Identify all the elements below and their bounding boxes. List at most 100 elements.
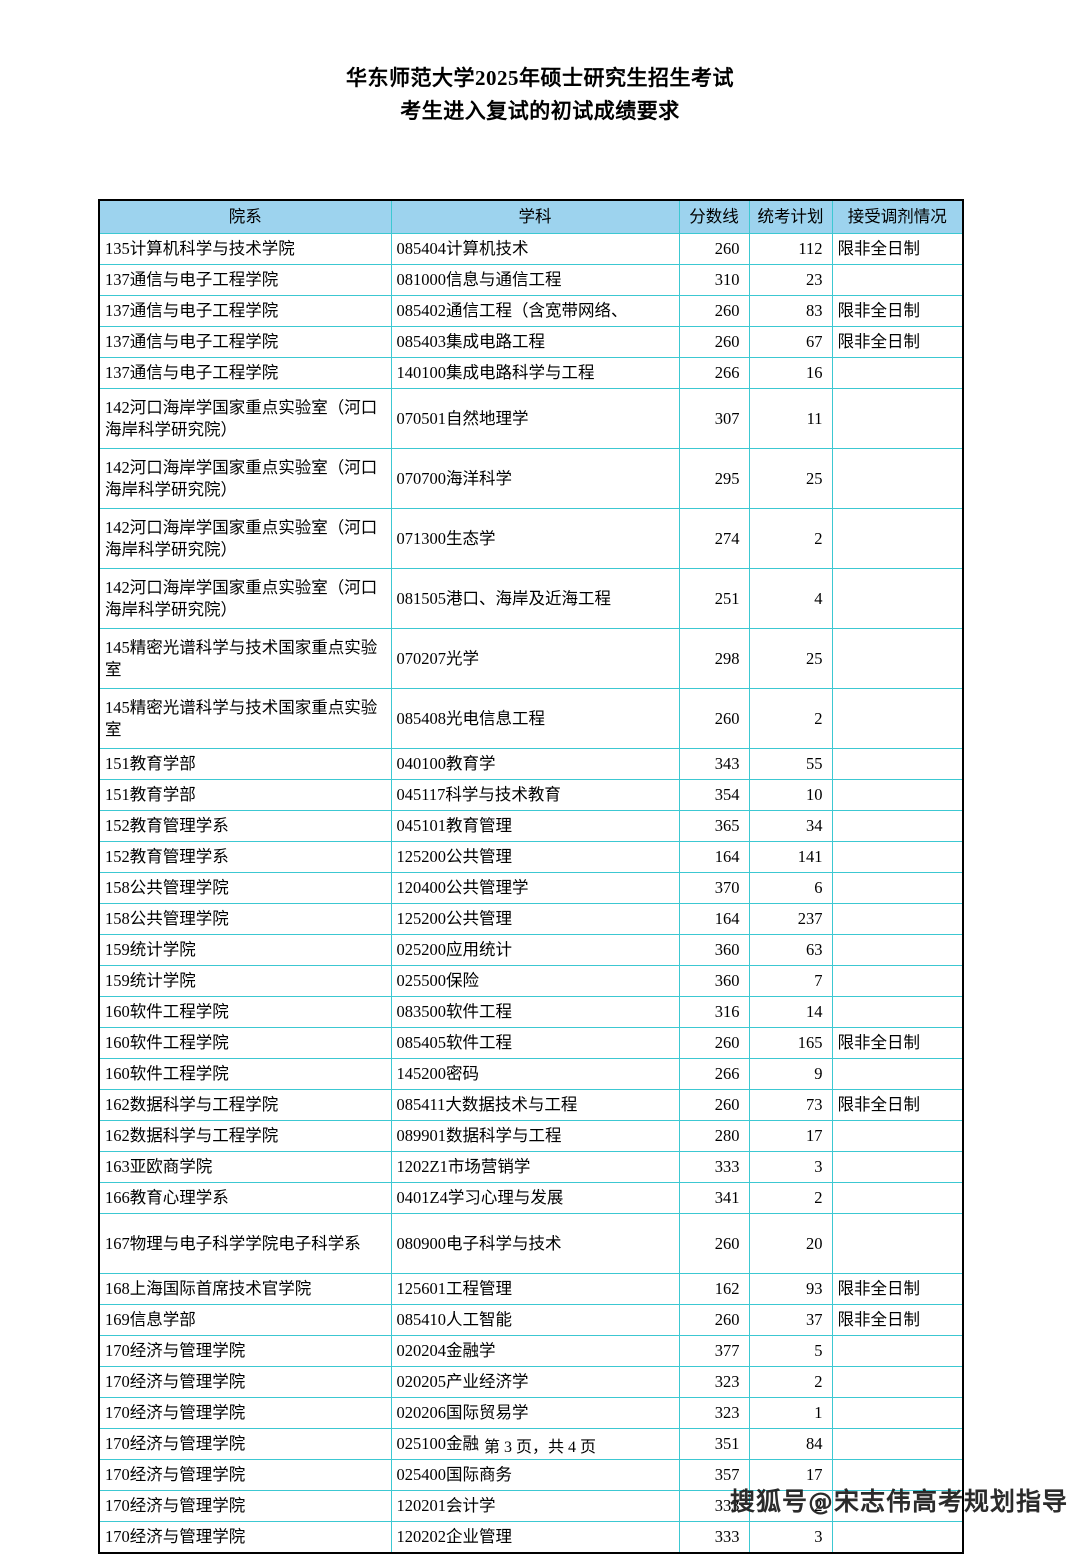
cell-score-line: 260 — [678, 326, 750, 358]
title-line-2: 考生进入复试的初试成绩要求 — [400, 98, 680, 123]
cell-score-line: 354 — [678, 779, 750, 811]
cell-major: 085405软件工程 — [390, 1027, 680, 1059]
cell-department: 142河口海岸学国家重点实验室（河口海岸科学研究院） — [98, 388, 392, 449]
cell-major: 025200应用统计 — [390, 934, 680, 966]
cell-exam-plan: 2 — [748, 1366, 833, 1398]
cell-exam-plan: 67 — [748, 326, 833, 358]
cell-exam-plan: 7 — [748, 965, 833, 997]
cell-major: 085411大数据技术与工程 — [390, 1089, 680, 1121]
cell-department: 145精密光谱科学与技术国家重点实验室 — [98, 628, 392, 689]
cell-exam-plan: 84 — [748, 1428, 833, 1460]
cell-exam-plan: 1 — [748, 1397, 833, 1429]
cell-adjustment — [831, 508, 964, 569]
cell-major: 089901数据科学与工程 — [390, 1120, 680, 1152]
table-row: 163亚欧商学院 1202Z1市场营销学 333 3 — [98, 1151, 964, 1183]
cell-department: 169信息学部 — [98, 1304, 392, 1336]
cell-department: 152教育管理学系 — [98, 810, 392, 842]
cell-exam-plan: 3 — [748, 1151, 833, 1183]
cell-department: 168上海国际首席技术官学院 — [98, 1273, 392, 1305]
document-title: 华东师范大学2025年硕士研究生招生考试 考生进入复试的初试成绩要求 — [0, 0, 1080, 127]
watermark-text: 搜狐号@宋志伟高考规划指导 — [729, 1487, 1068, 1516]
cell-department: 137通信与电子工程学院 — [98, 357, 392, 389]
table-row: 137通信与电子工程学院 140100集成电路科学与工程 266 16 — [98, 357, 964, 389]
cell-score-line: 310 — [678, 264, 750, 296]
table-row: 152教育管理学系 045101教育管理 365 34 — [98, 810, 964, 842]
cell-department: 142河口海岸学国家重点实验室（河口海岸科学研究院） — [98, 568, 392, 629]
cell-exam-plan: 2 — [748, 1182, 833, 1214]
cell-adjustment: 限非全日制 — [831, 326, 964, 358]
cell-major: 080900电子科学与技术 — [390, 1213, 680, 1274]
cell-department: 167物理与电子科学学院电子科学系 — [98, 1213, 392, 1274]
cell-exam-plan: 63 — [748, 934, 833, 966]
cell-major: 070700海洋科学 — [390, 448, 680, 509]
cell-adjustment: 限非全日制 — [831, 1027, 964, 1059]
table-body: 135计算机科学与技术学院 085404计算机技术 260 112 限非全日制 137通信… — [98, 233, 964, 1554]
table-row: 160软件工程学院 083500软件工程 316 14 — [98, 996, 964, 1028]
cell-exam-plan: 2 — [748, 508, 833, 569]
cell-adjustment: 限非全日制 — [831, 1304, 964, 1336]
table-row: 137通信与电子工程学院 085403集成电路工程 260 67 限非全日制 — [98, 326, 964, 358]
table-row: 137通信与电子工程学院 085402通信工程（含宽带网络、 260 83 限非全日制 — [98, 295, 964, 327]
cell-adjustment — [831, 1459, 964, 1491]
cell-major: 081505港口、海岸及近海工程 — [390, 568, 680, 629]
cell-score-line: 251 — [678, 568, 750, 629]
cell-exam-plan: 17 — [748, 1120, 833, 1152]
cell-exam-plan: 20 — [748, 1213, 833, 1274]
cell-score-line: 323 — [678, 1366, 750, 1398]
cell-major: 120202企业管理 — [390, 1521, 680, 1554]
cell-major: 120400公共管理学 — [390, 872, 680, 904]
cell-adjustment — [831, 1521, 964, 1554]
column-header-dept: 院系 — [98, 199, 392, 234]
page-number-footer: 第 3 页，共 4 页 — [483, 1439, 596, 1456]
table-row: 168上海国际首席技术官学院 125601工程管理 162 93 限非全日制 — [98, 1273, 964, 1305]
cell-department: 170经济与管理学院 — [98, 1490, 392, 1522]
cell-department: 142河口海岸学国家重点实验室（河口海岸科学研究院） — [98, 448, 392, 509]
cell-department: 151教育学部 — [98, 779, 392, 811]
table-row: 151教育学部 045117科学与技术教育 354 10 — [98, 779, 964, 811]
cell-department: 170经济与管理学院 — [98, 1335, 392, 1367]
cell-exam-plan: 25 — [748, 628, 833, 689]
cell-score-line: 260 — [678, 233, 750, 265]
cell-department: 159统计学院 — [98, 965, 392, 997]
cell-major: 125200公共管理 — [390, 841, 680, 873]
cell-score-line: 266 — [678, 1058, 750, 1090]
cell-major: 125601工程管理 — [390, 1273, 680, 1305]
cell-major: 085404计算机技术 — [390, 233, 680, 265]
cell-major: 071300生态学 — [390, 508, 680, 569]
cell-department: 145精密光谱科学与技术国家重点实验室 — [98, 688, 392, 749]
cell-score-line: 260 — [678, 1027, 750, 1059]
cell-exam-plan: 14 — [748, 996, 833, 1028]
cell-adjustment — [831, 688, 964, 749]
cell-adjustment — [831, 779, 964, 811]
cell-score-line: 280 — [678, 1120, 750, 1152]
cell-adjustment — [831, 748, 964, 780]
cell-score-line: 341 — [678, 1182, 750, 1214]
cell-department: 137通信与电子工程学院 — [98, 295, 392, 327]
cell-department: 142河口海岸学国家重点实验室（河口海岸科学研究院） — [98, 508, 392, 569]
table-row: 170经济与管理学院 020204金融学 377 5 — [98, 1335, 964, 1367]
cell-major: 085410人工智能 — [390, 1304, 680, 1336]
cell-major: 045101教育管理 — [390, 810, 680, 842]
table-row: 142河口海岸学国家重点实验室（河口海岸科学研究院） 070501自然地理学 307… — [98, 388, 964, 449]
cell-exam-plan: 5 — [748, 1335, 833, 1367]
admission-score-table: 院系 学科 分数线 统考计划 接受调剂情况 135计算机科学与技术学院 08540… — [98, 199, 964, 1554]
cell-adjustment — [831, 965, 964, 997]
cell-major: 085403集成电路工程 — [390, 326, 680, 358]
cell-exam-plan: 10 — [748, 779, 833, 811]
cell-score-line: 360 — [678, 934, 750, 966]
cell-score-line: 260 — [678, 295, 750, 327]
cell-adjustment: 限非全日制 — [831, 295, 964, 327]
cell-major: 083500软件工程 — [390, 996, 680, 1028]
cell-major: 020206国际贸易学 — [390, 1397, 680, 1429]
cell-exam-plan: 93 — [748, 1273, 833, 1305]
cell-exam-plan: 55 — [748, 748, 833, 780]
table-row: 169信息学部 085410人工智能 260 37 限非全日制 — [98, 1304, 964, 1336]
cell-score-line: 164 — [678, 903, 750, 935]
cell-department: 160软件工程学院 — [98, 1058, 392, 1090]
cell-department: 160软件工程学院 — [98, 1027, 392, 1059]
cell-major: 085402通信工程（含宽带网络、 — [390, 295, 680, 327]
cell-major: 040100教育学 — [390, 748, 680, 780]
table-row: 151教育学部 040100教育学 343 55 — [98, 748, 964, 780]
cell-adjustment — [831, 448, 964, 509]
cell-major: 085408光电信息工程 — [390, 688, 680, 749]
